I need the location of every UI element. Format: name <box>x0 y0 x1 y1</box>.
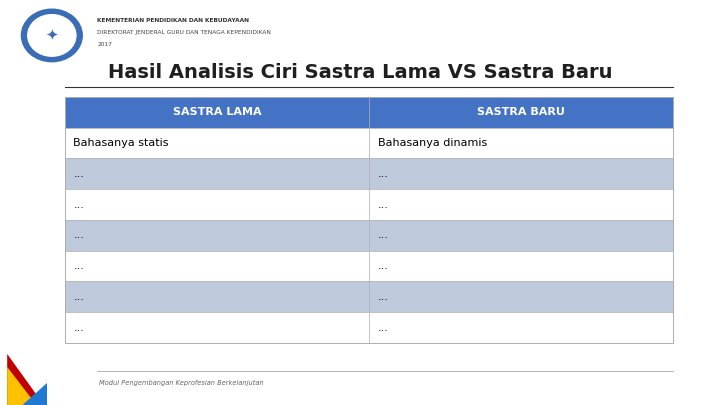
Text: Modul Pengembangan Keprofesian Berkelanjutan: Modul Pengembangan Keprofesian Berkelanj… <box>99 379 264 386</box>
Text: ...: ... <box>378 323 389 333</box>
Polygon shape <box>7 367 40 405</box>
Text: KEMENTERIAN PENDIDIKAN DAN KEBUDAYAAN: KEMENTERIAN PENDIDIKAN DAN KEBUDAYAAN <box>97 18 249 23</box>
Text: DIREKTORAT JENDERAL GURU DAN TENAGA KEPENDIDIKAN: DIREKTORAT JENDERAL GURU DAN TENAGA KEPE… <box>97 30 271 35</box>
Text: SASTRA BARU: SASTRA BARU <box>477 107 565 117</box>
Text: ...: ... <box>378 200 389 209</box>
Polygon shape <box>7 354 47 405</box>
Text: ...: ... <box>378 292 389 302</box>
Text: ✦: ✦ <box>45 28 58 43</box>
Text: ...: ... <box>73 169 84 179</box>
Text: ...: ... <box>73 261 84 271</box>
Text: ...: ... <box>73 292 84 302</box>
Text: ...: ... <box>73 323 84 333</box>
Text: ...: ... <box>73 230 84 240</box>
Text: Hasil Analisis Ciri Sastra Lama VS Sastra Baru: Hasil Analisis Ciri Sastra Lama VS Sastr… <box>108 63 612 82</box>
Text: ...: ... <box>378 230 389 240</box>
Circle shape <box>22 9 82 62</box>
Text: 2017: 2017 <box>97 42 112 47</box>
Text: Bahasanya dinamis: Bahasanya dinamis <box>378 138 487 148</box>
Circle shape <box>28 15 76 56</box>
Polygon shape <box>18 383 47 405</box>
Text: ...: ... <box>378 261 389 271</box>
Text: Bahasanya statis: Bahasanya statis <box>73 138 169 148</box>
Text: ...: ... <box>378 169 389 179</box>
Text: SASTRA LAMA: SASTRA LAMA <box>173 107 261 117</box>
Text: ...: ... <box>73 200 84 209</box>
